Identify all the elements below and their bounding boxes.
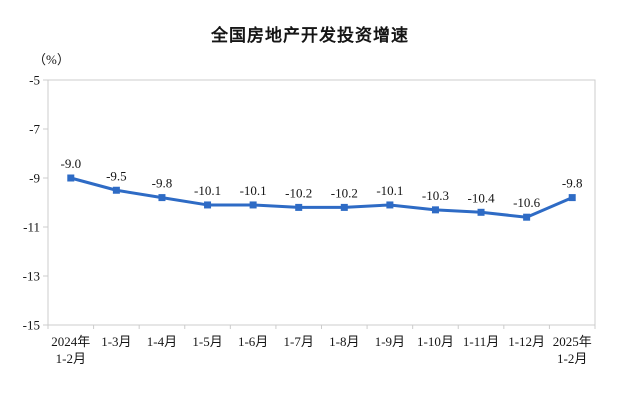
data-point-label: -9.5 [106, 168, 127, 183]
data-point-label: -10.6 [513, 195, 541, 210]
data-point-marker [340, 203, 348, 211]
chart-title: 全国房地产开发投资增速 [211, 26, 409, 45]
data-point-marker [386, 201, 394, 209]
data-point-marker [112, 186, 120, 194]
x-axis-labels: 2024年 1-2月 1-3月 1-4月 1-5月 1-6月 1-7月 1-8月 1-9月 1-1… [51, 334, 591, 366]
x-tick-label: 1-5月 [192, 334, 222, 349]
y-tick-label: -11 [23, 220, 40, 235]
data-point-label: -10.2 [331, 185, 358, 200]
data-point-label: -10.1 [194, 183, 221, 198]
x-tick-label: 1-8月 [329, 334, 359, 349]
data-series [67, 174, 576, 221]
data-point-marker [431, 206, 439, 214]
x-tick-label: 2024年 1-2月 [51, 334, 90, 366]
x-tick-label: 1-12月 [508, 334, 545, 349]
data-point-marker [295, 203, 303, 211]
data-point-marker [568, 194, 576, 202]
y-tick-label: -13 [23, 269, 40, 284]
data-point-label: -9.8 [152, 176, 173, 191]
x-tick-label: 1-7月 [284, 334, 314, 349]
x-tick-label: 1-9月 [375, 334, 405, 349]
data-point-marker [204, 201, 212, 209]
data-point-marker [477, 208, 485, 216]
data-point-label: -10.3 [422, 188, 449, 203]
y-tick-label: -7 [29, 122, 40, 137]
y-tick-label: -15 [23, 318, 40, 333]
series-line [70, 176, 573, 219]
x-tick-label: 1-3月 [101, 334, 131, 349]
data-point-label: -10.1 [240, 183, 267, 198]
x-tick-label: 1-10月 [417, 334, 454, 349]
x-tick-label: 2025年 1-2月 [553, 334, 592, 366]
y-tick-label: -9 [29, 171, 40, 186]
data-point-label: -10.2 [285, 185, 312, 200]
data-point-label: -9.0 [60, 156, 81, 171]
x-tick-label: 1-4月 [147, 334, 177, 349]
x-axis [47, 325, 596, 329]
y-axis-unit-label: （%） [33, 52, 70, 67]
data-point-marker [67, 174, 75, 182]
x-tick-label: 1-6月 [238, 334, 268, 349]
y-axis: -5 -7 -9 -11 -13 -15 [23, 73, 48, 333]
x-tick-label: 1-11月 [463, 334, 499, 349]
data-point-label: -10.4 [467, 190, 495, 205]
data-point-marker [249, 201, 257, 209]
data-point-label: -10.1 [376, 183, 403, 198]
data-labels: -9.0 -9.5 -9.8 -10.1 -10.1 -10.2 -10.2 -10.1 -10… [60, 156, 582, 210]
data-point-marker [158, 194, 166, 202]
data-point-marker [523, 213, 531, 221]
data-point-label: -9.8 [562, 176, 583, 191]
y-tick-label: -5 [29, 73, 40, 88]
